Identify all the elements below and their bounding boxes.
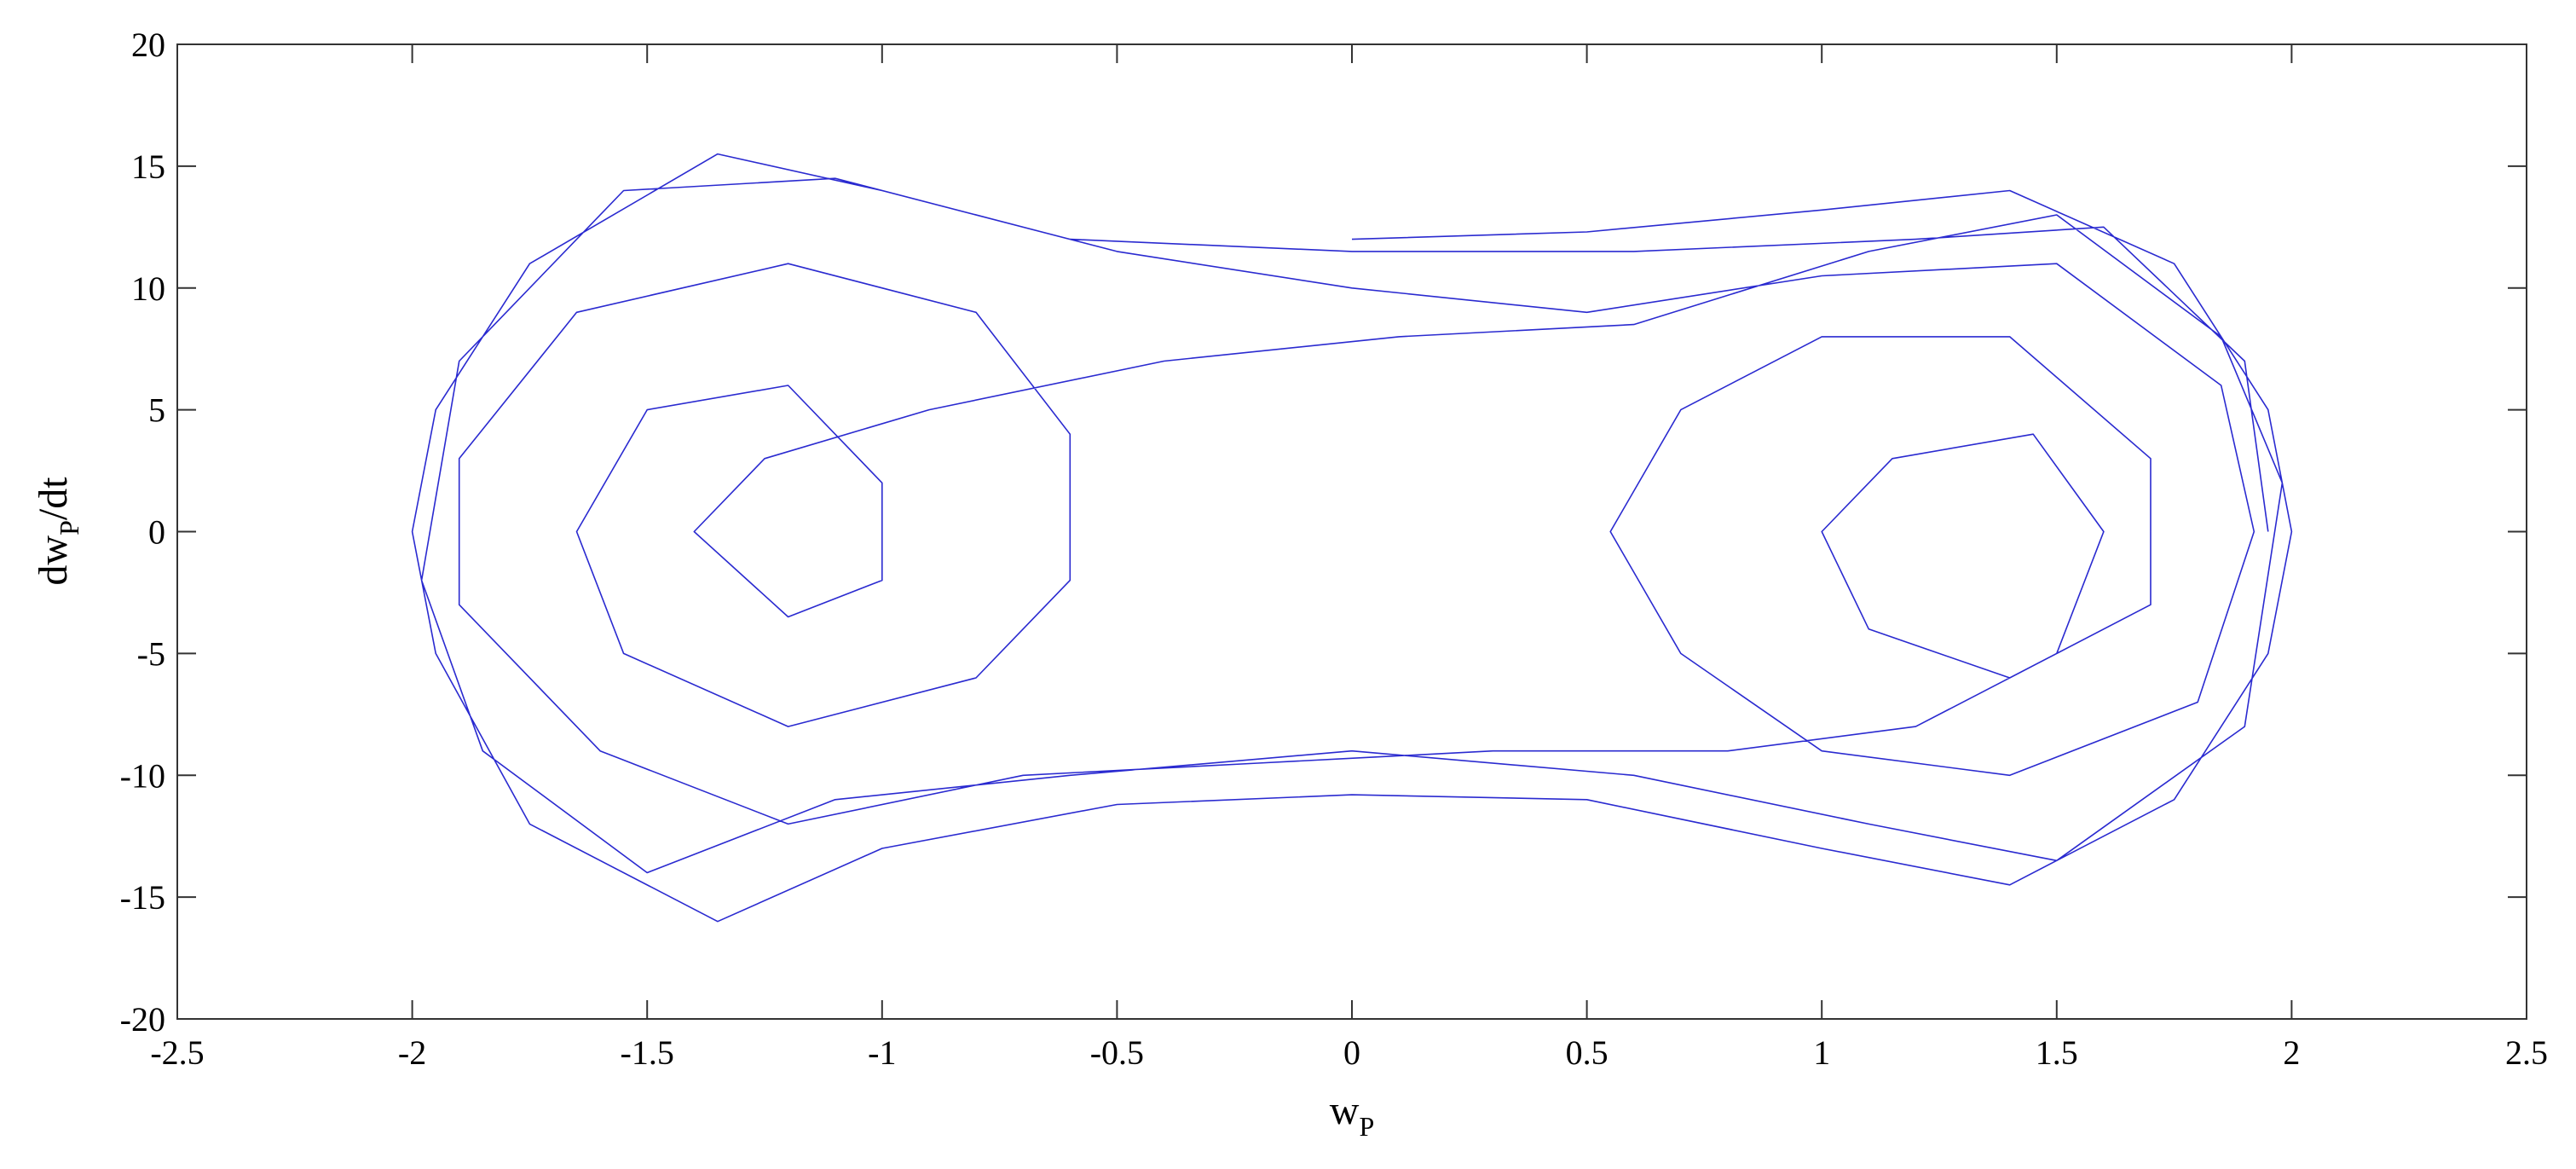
plot-area	[176, 43, 2527, 1020]
x-tick-label: 0.5	[1566, 1033, 1609, 1072]
x-tick-label: -2	[398, 1033, 426, 1072]
y-tick-label: 15	[131, 148, 165, 186]
x-tick-label: 2.5	[2505, 1033, 2548, 1072]
y-tick-label: 10	[131, 269, 165, 308]
y-axis-label: dwP/dt	[31, 477, 84, 586]
y-tick-label: -15	[120, 878, 165, 917]
y-label-sub: P	[54, 520, 84, 535]
y-tick-label: -5	[137, 634, 165, 673]
x-label-sub: P	[1359, 1111, 1374, 1142]
y-tick-label: -20	[120, 1000, 165, 1039]
y-label-rest: /dt	[31, 477, 76, 520]
trajectory	[411, 153, 2293, 923]
x-axis-label: wP	[1330, 1088, 1374, 1142]
x-tick-label: 0	[1343, 1033, 1360, 1072]
x-tick-label: -1	[868, 1033, 896, 1072]
y-tick-label: -10	[120, 756, 165, 795]
x-tick-label: 1	[1813, 1033, 1830, 1072]
x-tick-label: 2	[2283, 1033, 2300, 1072]
y-label-base: dw	[31, 535, 76, 586]
y-tick-label: 20	[131, 26, 165, 64]
y-tick-label: 5	[148, 391, 165, 430]
x-tick-label: -0.5	[1090, 1033, 1144, 1072]
x-tick-label: -1.5	[621, 1033, 674, 1072]
x-label-base: w	[1330, 1088, 1360, 1133]
x-tick-label: -2.5	[150, 1033, 204, 1072]
x-tick-label: 1.5	[2036, 1033, 2078, 1072]
y-tick-label: 0	[148, 513, 165, 552]
